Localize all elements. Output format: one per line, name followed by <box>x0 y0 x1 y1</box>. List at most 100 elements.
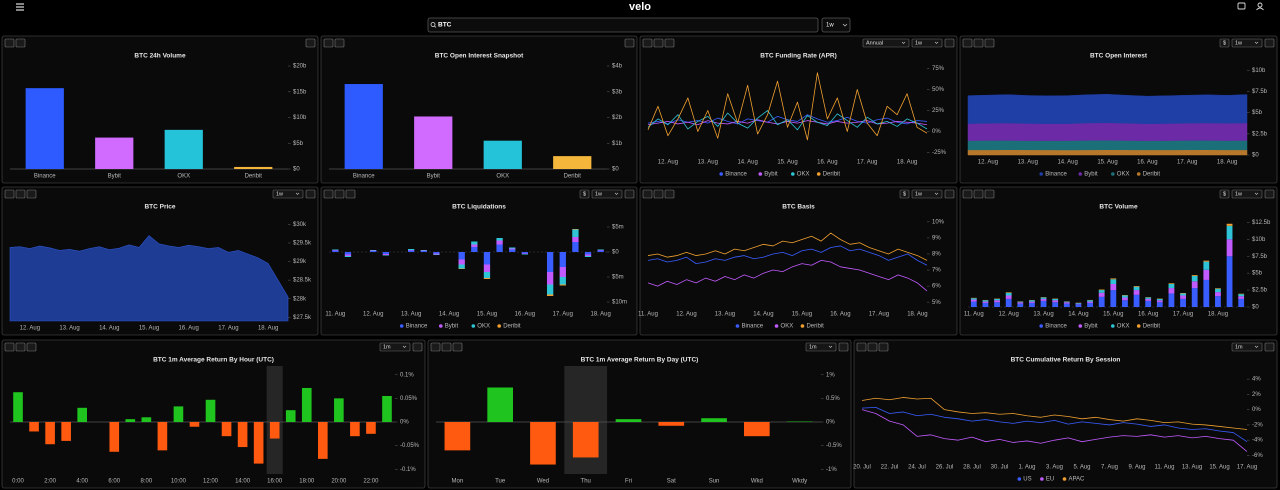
bar-segment <box>1017 303 1024 307</box>
expand-icon[interactable] <box>1264 342 1275 352</box>
toolbar-icon[interactable] <box>973 189 984 199</box>
panel-select[interactable] <box>1231 38 1263 48</box>
panel-select[interactable] <box>1231 189 1263 199</box>
bar <box>95 137 134 169</box>
bar <box>237 422 248 448</box>
bar-segment <box>407 250 415 252</box>
toolbar-icon[interactable] <box>334 189 345 199</box>
toolbar-icon[interactable] <box>984 38 995 48</box>
panel-select[interactable] <box>579 189 590 199</box>
toolbar-icon[interactable] <box>984 189 995 199</box>
panel-select[interactable] <box>899 189 910 199</box>
bar-segment <box>1122 295 1128 298</box>
toolbar-icon[interactable] <box>962 38 973 48</box>
toolbar-icon[interactable] <box>323 189 334 199</box>
panel-select[interactable] <box>1219 189 1230 199</box>
panel-select[interactable] <box>805 342 837 352</box>
search-box[interactable] <box>427 17 819 33</box>
menu-icon[interactable] <box>16 3 24 11</box>
x-tick-label: 5. Aug <box>1073 465 1090 471</box>
bar-segment <box>1238 294 1245 297</box>
toolbar-icon[interactable] <box>15 342 26 352</box>
bar <box>61 422 71 441</box>
legend-label: Bybit <box>1084 172 1098 178</box>
bar-segment <box>1005 292 1012 293</box>
toolbar-icon[interactable] <box>26 189 37 199</box>
bar <box>366 422 376 434</box>
expand-icon[interactable] <box>1264 189 1275 199</box>
toolbar-icon[interactable] <box>642 189 653 199</box>
bar-segment <box>1168 283 1175 289</box>
legend-swatch <box>1136 324 1141 328</box>
toolbar-icon[interactable] <box>653 189 664 199</box>
x-tick-label: 14. Aug <box>1057 160 1077 166</box>
toolbar-icon[interactable] <box>26 342 37 352</box>
chat-icon[interactable] <box>1237 2 1246 10</box>
toolbar-icon[interactable] <box>973 38 984 48</box>
x-tick-label: 4:00 <box>76 479 88 485</box>
toolbar-icon[interactable] <box>4 38 15 48</box>
bar <box>269 422 280 439</box>
legend-swatch <box>471 324 476 328</box>
x-tick-label: 16. Aug <box>1138 312 1158 318</box>
toolbar-icon[interactable] <box>430 342 441 352</box>
x-tick-label: Bybit <box>108 174 122 180</box>
toolbar-icon[interactable] <box>962 189 973 199</box>
panel-select[interactable] <box>911 189 943 199</box>
x-tick-label: 17. Aug <box>1177 160 1197 166</box>
series-line <box>647 72 928 141</box>
x-tick-label: 16. Aug <box>817 160 837 166</box>
panel-select[interactable] <box>1219 38 1230 48</box>
toolbar-icon[interactable] <box>642 38 653 48</box>
panel-select[interactable] <box>911 38 943 48</box>
y-tick-label: $5b <box>293 141 304 147</box>
logo[interactable]: velo <box>629 1 651 13</box>
x-tick-label: 15. Aug <box>139 326 159 332</box>
expand-icon[interactable] <box>305 189 316 199</box>
bar-segment <box>332 250 339 252</box>
toolbar-icon[interactable] <box>334 38 345 48</box>
toolbar-icon[interactable] <box>664 38 675 48</box>
x-tick-label: 12. Aug <box>20 326 40 332</box>
toolbar-icon[interactable] <box>15 38 26 48</box>
toolbar-icon[interactable] <box>4 189 15 199</box>
range-select[interactable] <box>821 17 851 33</box>
toolbar-icon[interactable] <box>345 189 356 199</box>
bar-segment <box>1098 289 1105 291</box>
toolbar-icon[interactable] <box>4 342 15 352</box>
bar-segment <box>483 278 491 279</box>
toolbar-icon[interactable] <box>323 38 334 48</box>
toolbar-icon[interactable] <box>867 342 878 352</box>
panel: BTC Open Interest Snapshot $0 $1b $2b $3b $4b… <box>320 35 638 184</box>
expand-icon[interactable] <box>412 342 423 352</box>
y-tick-label: $10b <box>1252 68 1266 74</box>
x-tick-label: 17. Aug <box>869 312 889 318</box>
toolbar-icon[interactable] <box>856 342 867 352</box>
x-tick-label: 11. Aug <box>1155 465 1175 471</box>
panel-select[interactable] <box>591 189 623 199</box>
x-tick-label: 13. Aug <box>59 326 79 332</box>
toolbar-icon[interactable] <box>664 189 675 199</box>
x-tick-label: 14. Aug <box>99 326 119 332</box>
toolbar-icon[interactable] <box>452 342 463 352</box>
toolbar-icon[interactable] <box>878 342 889 352</box>
expand-icon[interactable] <box>838 342 849 352</box>
toolbar-icon[interactable] <box>441 342 452 352</box>
chevron <box>1254 41 1259 44</box>
panel-select[interactable] <box>1231 342 1263 352</box>
bar-segment <box>1238 296 1245 299</box>
expand-icon[interactable] <box>305 38 316 48</box>
user-icon[interactable] <box>1257 2 1263 8</box>
panel-select[interactable] <box>272 189 304 199</box>
panel-select[interactable] <box>379 342 411 352</box>
panel-select[interactable] <box>862 38 910 48</box>
bar <box>615 419 642 422</box>
expand-icon[interactable] <box>944 38 955 48</box>
expand-icon[interactable] <box>944 189 955 199</box>
expand-icon[interactable] <box>1264 38 1275 48</box>
expand-icon[interactable] <box>624 189 635 199</box>
toolbar-icon[interactable] <box>15 189 26 199</box>
toolbar-icon[interactable] <box>653 38 664 48</box>
expand-icon[interactable] <box>624 38 635 48</box>
bar-segment <box>521 254 529 255</box>
